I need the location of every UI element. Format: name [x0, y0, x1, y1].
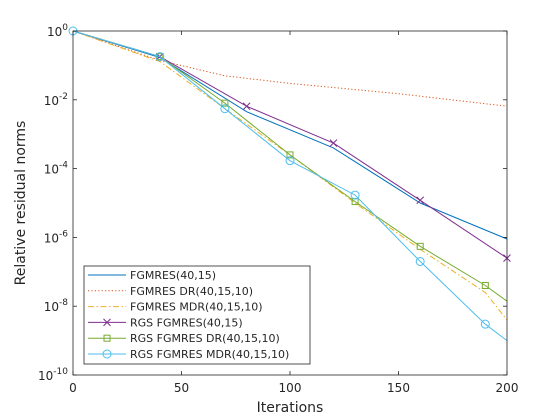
data-point-5-6 [481, 281, 489, 289]
legend-item-1: FGMRES(40,15) [88, 269, 216, 282]
x-tick-label: 150 [387, 381, 410, 395]
legend-marker [102, 349, 112, 359]
x-tick-label: 50 [174, 381, 189, 395]
y-tick-label: 10-4 [44, 161, 69, 177]
legend-label: RGS FGMRES DR(40,15,10) [130, 332, 280, 345]
data-point-5-3 [286, 151, 294, 159]
legend-label: FGMRES MDR(40,15,10) [130, 301, 263, 314]
legend-item-4: RGS FGMRES(40,15) [88, 316, 243, 329]
series-1 [72, 30, 508, 240]
ticks-layer: 0 50 100 150 200 100 10-2 10-4 10-6 10-8 10-10 [38, 23, 518, 395]
legend-label: FGMRES DR(40,15,10) [130, 285, 253, 298]
data-point-6-5 [350, 190, 360, 200]
x-tick-label: 0 [69, 381, 77, 395]
data-point-5-5 [416, 242, 424, 250]
data-point-6-4 [285, 156, 295, 166]
series-3 [72, 30, 508, 321]
data-point-6-6 [415, 256, 425, 266]
series-line-3 [72, 30, 508, 321]
legend-label: RGS FGMRES MDR(40,15,10) [130, 348, 289, 361]
series-2 [72, 30, 508, 107]
data-point-4-4 [416, 196, 425, 205]
y-tick-label: 10-8 [44, 298, 69, 314]
legend-item-5: RGS FGMRES DR(40,15,10) [88, 332, 280, 345]
x-tick-label: 200 [496, 381, 519, 395]
y-tick-label: 10-10 [38, 367, 68, 383]
series-line-6 [72, 30, 508, 341]
data-point-6-3 [220, 104, 230, 114]
y-axis-label: Relative residual norms [13, 121, 29, 286]
series-line-1 [72, 30, 508, 240]
x-tick-label: 100 [279, 381, 302, 395]
legend-item-2: FGMRES DR(40,15,10) [88, 285, 253, 298]
y-tick-label: 10-2 [44, 92, 68, 108]
legend-marker [103, 334, 111, 342]
legend-label: RGS FGMRES(40,15) [130, 316, 243, 329]
data-point-4-2 [242, 102, 251, 111]
legend-box [83, 265, 311, 365]
series-layer [68, 26, 511, 341]
y-tick-label: 10-6 [44, 229, 69, 245]
series-line-2 [72, 30, 508, 107]
legend-item-6: RGS FGMRES MDR(40,15,10) [88, 348, 289, 361]
y-tick-label: 100 [47, 23, 68, 39]
data-point-5-1 [156, 53, 164, 61]
legend-marker [103, 318, 111, 327]
legend: FGMRES(40,15) FGMRES DR(40,15,10) FGMRES M… [83, 265, 311, 365]
x-axis-label: Iterations [257, 400, 324, 416]
data-point-6-7 [480, 319, 490, 329]
data-point-4-3 [329, 139, 338, 147]
legend-label: FGMRES(40,15) [130, 269, 216, 282]
data-point-6-2 [155, 52, 165, 62]
legend-item-3: FGMRES MDR(40,15,10) [88, 301, 263, 314]
data-point-5-2 [221, 99, 229, 107]
